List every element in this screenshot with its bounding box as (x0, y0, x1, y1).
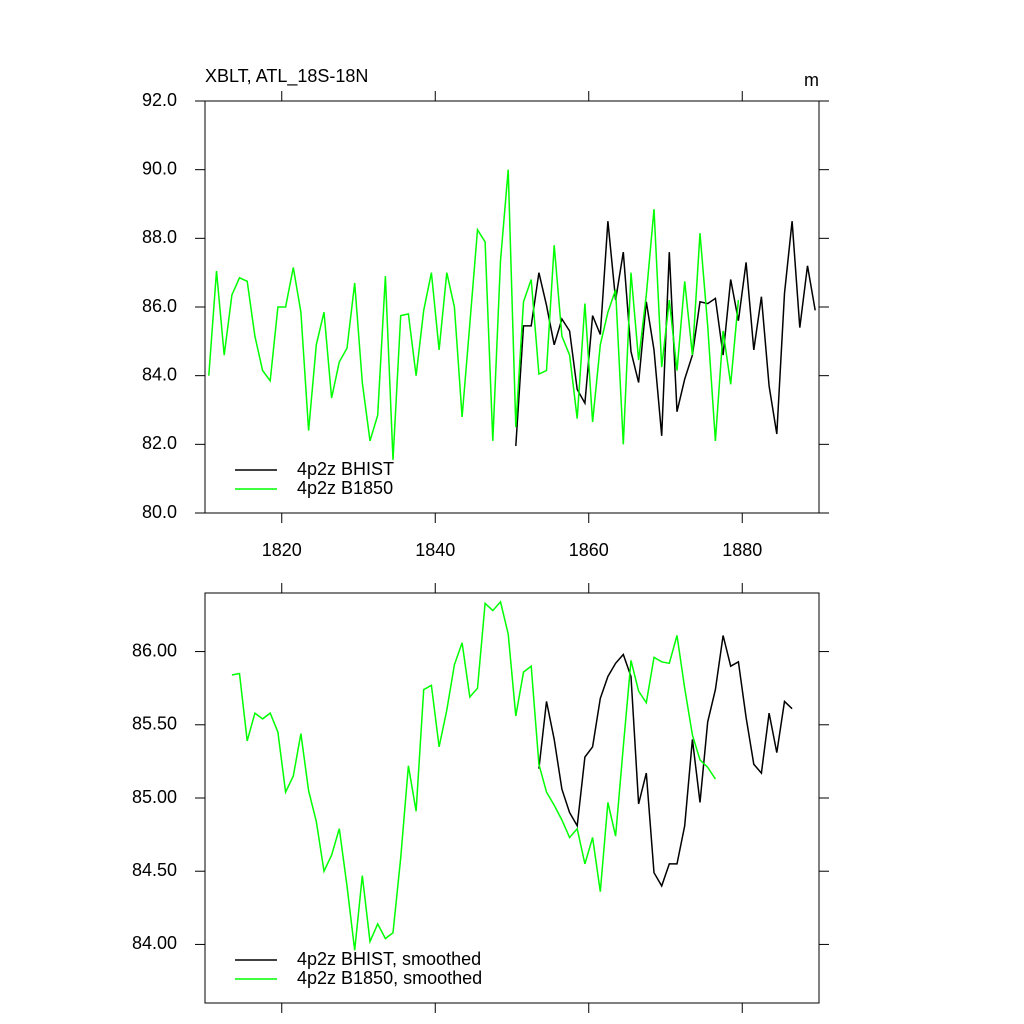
series-line (515, 221, 816, 447)
plot-frame (204, 592, 820, 1004)
series-line (231, 600, 717, 951)
series-line (208, 169, 740, 460)
legend-label: 4p2z B1850, smoothed (297, 968, 482, 988)
y-tick-label: 90.0 (142, 158, 177, 178)
y-tick-label: 84.50 (132, 860, 177, 880)
y-tick-label: 86.00 (132, 640, 177, 660)
series-line (538, 635, 793, 888)
y-tick-label: 84.00 (132, 933, 177, 953)
y-tick-label: 85.00 (132, 787, 177, 807)
chart-title: XBLT, ATL_18S-18N (205, 66, 368, 87)
units-label: m (804, 70, 819, 90)
y-tick-label: 86.0 (142, 296, 177, 316)
legend-label: 4p2z BHIST, smoothed (297, 949, 481, 969)
y-tick-label: 82.0 (142, 433, 177, 453)
y-tick-label: 84.0 (142, 364, 177, 384)
legend-label: 4p2z BHIST (297, 459, 394, 479)
y-tick-label: 88.0 (142, 227, 177, 247)
x-tick-label: 1820 (262, 540, 302, 560)
x-tick-label: 1840 (415, 540, 455, 560)
y-tick-label: 80.0 (142, 502, 177, 522)
y-tick-label: 85.50 (132, 714, 177, 734)
legend-label: 4p2z B1850 (297, 478, 393, 498)
y-tick-label: 92.0 (142, 90, 177, 110)
x-tick-label: 1860 (569, 540, 609, 560)
x-tick-label: 1880 (722, 540, 762, 560)
